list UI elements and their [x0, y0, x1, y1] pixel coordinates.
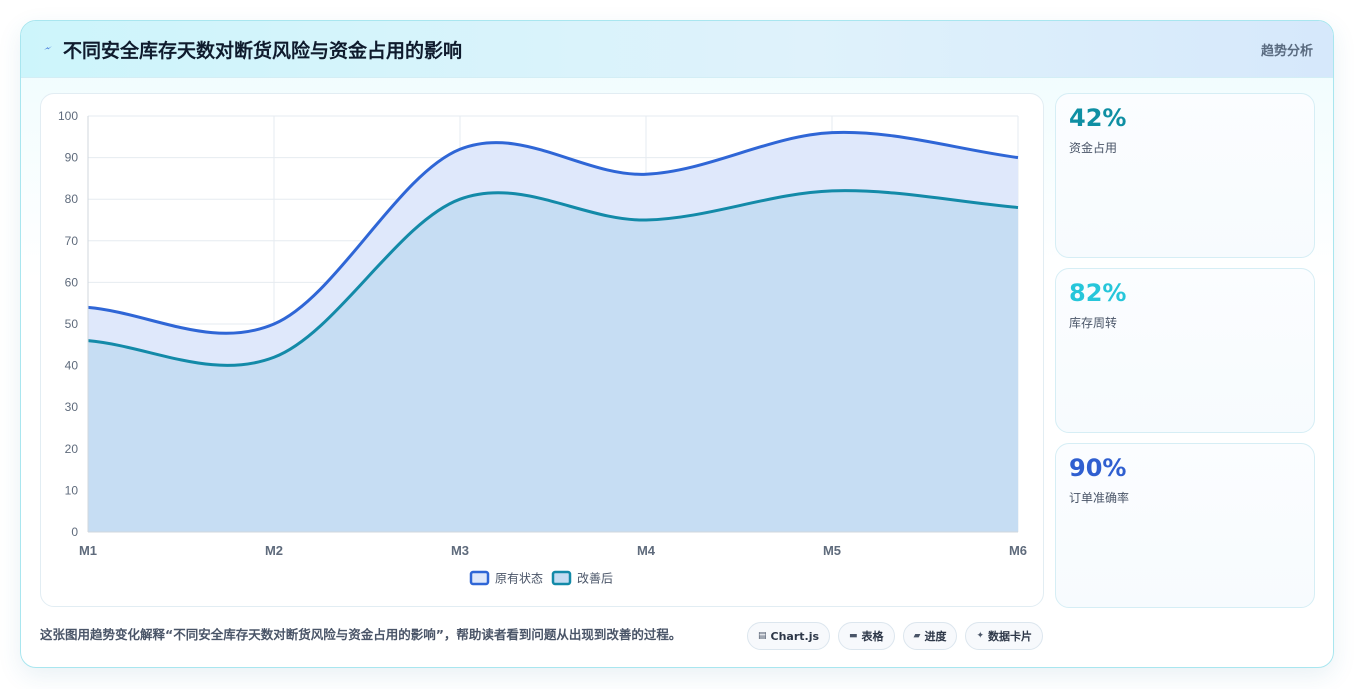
x-tick-label: M2: [265, 543, 283, 558]
series-area-1: [88, 190, 1018, 532]
y-tick-label: 0: [71, 525, 78, 539]
stat-value: 82%: [1069, 279, 1127, 307]
y-tick-label: 30: [65, 400, 79, 414]
y-tick-label: 70: [65, 234, 79, 248]
legend-label: 改善后: [577, 571, 613, 586]
sparkle-icon: ✦: [976, 631, 985, 641]
y-tick-label: 20: [65, 442, 79, 456]
legend-label: 原有状态: [495, 572, 543, 586]
chart-description: 这张图用趋势变化解释“不同安全库存天数对断货风险与资金占用的影响”，帮助读者看到…: [40, 627, 682, 642]
page-title: 不同安全库存天数对断货风险与资金占用的影响: [63, 40, 463, 62]
y-tick-label: 40: [65, 359, 79, 373]
x-tick-label: M3: [451, 543, 469, 558]
x-tick-label: M5: [823, 543, 841, 558]
chip-label: Chart.js: [770, 629, 820, 643]
area-chart: 0 10 20 30 40 50 60 70 80 90 100 M1 M2 M3 M4 M5 M6 原有状态 改善…: [58, 109, 1027, 586]
y-tick-label: 50: [65, 317, 79, 331]
x-tick-label: M4: [637, 543, 656, 558]
y-tick-label: 10: [65, 483, 79, 497]
x-tick-label: M6: [1009, 543, 1027, 558]
progress-icon: ▰: [913, 631, 921, 641]
chip-label: 进度: [924, 630, 947, 643]
chip-table[interactable]: ▬ 表格: [838, 622, 895, 650]
lightning-icon: [44, 46, 52, 50]
stat-card-turnover: 82% 库存周转: [1055, 268, 1315, 433]
stat-label: 库存周转: [1069, 316, 1118, 330]
legend-swatch: [551, 570, 572, 586]
legend-swatch: [469, 570, 490, 586]
chip-progress[interactable]: ▰ 进度: [902, 622, 958, 650]
stat-card-accuracy: 90% 订单准确率: [1055, 443, 1315, 608]
chart-icon: ▤: [758, 631, 767, 641]
stat-value: 90%: [1069, 454, 1127, 482]
stat-value: 42%: [1069, 104, 1127, 132]
chip-chartjs[interactable]: ▤ Chart.js: [747, 622, 831, 650]
dashboard-panel: 不同安全库存天数对断货风险与资金占用的影响 趋势分析 0 10 20 30 40 50 60…: [20, 20, 1334, 668]
header-tag[interactable]: 趋势分析: [1260, 44, 1313, 59]
panel-header: 不同安全库存天数对断货风险与资金占用的影响 趋势分析: [21, 21, 1333, 78]
stat-card-capital: 42% 资金占用: [1055, 93, 1315, 258]
y-tick-label: 90: [65, 151, 79, 165]
stat-label: 订单准确率: [1069, 491, 1130, 505]
y-tick-label: 100: [58, 109, 78, 123]
stat-label: 资金占用: [1069, 141, 1118, 155]
chip-label: 数据卡片: [988, 630, 1033, 643]
chip-label: 表格: [861, 630, 884, 643]
table-icon: ▬: [849, 631, 858, 641]
y-tick-label: 80: [65, 192, 79, 206]
chart-card: 0 10 20 30 40 50 60 70 80 90 100 M1 M2 M3 M4 M5 M6 原有状态 改善…: [40, 93, 1044, 607]
x-tick-label: M1: [79, 543, 97, 558]
tech-chips: ▤ Chart.js ▬ 表格 ▰ 进度 ✦ 数据卡片: [747, 622, 1044, 650]
chip-data-card[interactable]: ✦ 数据卡片: [965, 622, 1044, 650]
series-line-1: [87, 189, 1019, 367]
series-line-0: [87, 130, 1019, 335]
y-tick-label: 60: [65, 275, 79, 289]
